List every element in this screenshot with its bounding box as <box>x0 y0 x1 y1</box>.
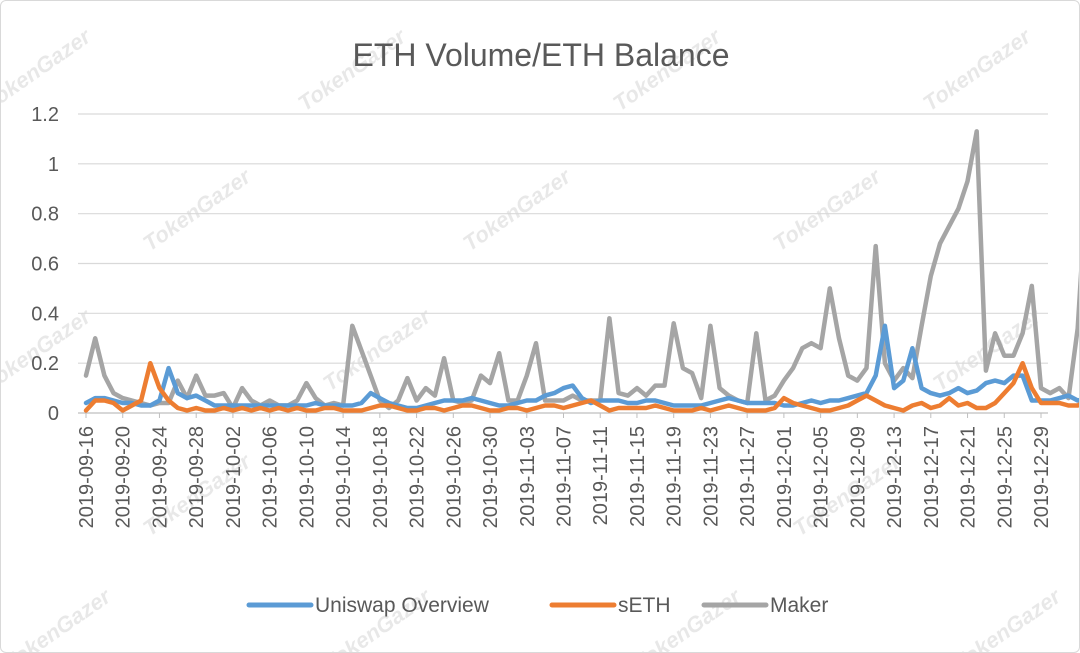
x-tick-label: 2019-12-29 <box>1031 426 1053 528</box>
x-tick-label: 2019-09-20 <box>113 426 135 528</box>
watermark: TokenGazer <box>768 163 886 256</box>
watermark: TokenGazer <box>458 163 576 256</box>
watermark: TokenGazer <box>918 23 1036 116</box>
x-tick-label: 2019-10-14 <box>333 426 355 528</box>
x-tick-label: 2019-12-17 <box>921 426 943 528</box>
x-tick-label: 2019-10-06 <box>260 426 282 528</box>
x-tick-label: 2019-12-09 <box>847 426 869 528</box>
x-tick-label: 2019-11-27 <box>737 426 759 527</box>
x-tick-label: 2019-11-11 <box>590 426 612 525</box>
x-tick-label: 2019-12-05 <box>811 426 833 528</box>
x-tick-label: 2019-10-26 <box>443 426 465 528</box>
legend-item: Uniswap Overview <box>246 594 490 617</box>
x-tick-label: 2019-12-21 <box>958 426 980 528</box>
y-tick-label: 0.8 <box>31 204 59 226</box>
legend-item: Maker <box>701 594 828 617</box>
x-tick-label: 2019-11-07 <box>554 426 576 527</box>
watermark: TokenGazer <box>1 583 116 652</box>
legend-label: sETH <box>618 594 671 617</box>
x-tick-label: 2019-10-22 <box>407 426 429 528</box>
y-tick-label: 0 <box>48 403 59 425</box>
legend-item: sETH <box>549 594 671 617</box>
y-tick-label: 0.6 <box>31 254 59 276</box>
watermark: TokenGazer <box>1 23 96 116</box>
legend: Uniswap Overview sETH Maker <box>246 594 828 617</box>
y-axis-ticks: 0 0.2 0.4 0.6 0.8 1 1.2 <box>31 104 59 425</box>
x-tick-label: 2019-09-24 <box>149 426 171 528</box>
x-tick-label: 2019-12-13 <box>884 426 906 528</box>
x-axis-ticks: 2019-09-16 2019-09-20 2019-09-24 2019-09-28… <box>76 413 1053 528</box>
y-tick-label: 1 <box>48 154 59 176</box>
watermark-layer: TokenGazer TokenGazer TokenGazer TokenGazer… <box>1 23 1066 652</box>
legend-label: Uniswap Overview <box>315 594 490 617</box>
x-tick-label: 2019-11-23 <box>700 426 722 527</box>
series-line-uniswap-overview <box>83 323 1079 411</box>
x-tick-label: 2019-10-30 <box>480 426 502 528</box>
legend-label: Maker <box>770 594 828 617</box>
x-tick-label: 2019-09-16 <box>76 426 98 528</box>
x-tick-label: 2019-10-02 <box>223 426 245 528</box>
x-tick-label: 2019-12-01 <box>774 426 796 528</box>
x-tick-label: 2019-09-28 <box>186 426 208 528</box>
x-tick-label: 2019-12-25 <box>994 426 1016 528</box>
watermark: TokenGazer <box>138 163 256 256</box>
x-tick-label: 2019-10-10 <box>296 426 318 528</box>
watermark: TokenGazer <box>948 583 1066 652</box>
x-tick-label: 2019-10-18 <box>370 426 392 528</box>
x-tick-label: 2019-11-03 <box>517 426 539 527</box>
y-tick-label: 0.2 <box>31 353 59 375</box>
chart-title: ETH Volume/ETH Balance <box>352 37 729 73</box>
series-lines <box>83 129 1079 413</box>
x-tick-label: 2019-11-19 <box>664 426 686 527</box>
y-tick-label: 1.2 <box>31 104 59 126</box>
y-tick-label: 0.4 <box>31 303 59 325</box>
series-line-seth <box>83 360 1079 413</box>
x-tick-label: 2019-11-15 <box>627 426 649 527</box>
watermark: TokenGazer <box>318 303 436 396</box>
